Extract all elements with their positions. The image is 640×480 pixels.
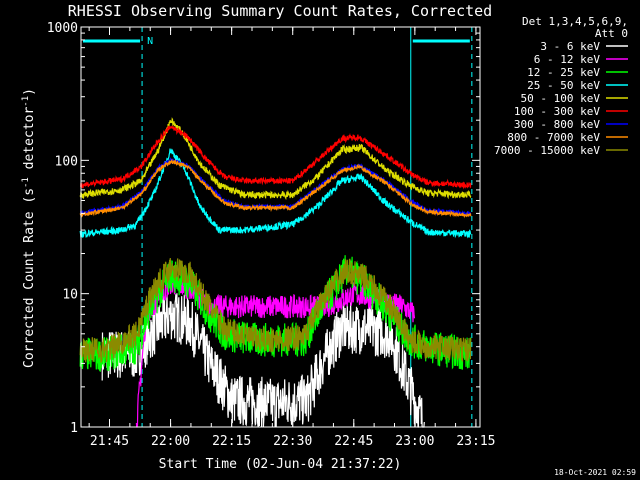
- y-tick-label: 10: [62, 288, 78, 303]
- y-axis-label: Corrected Count Rate (s-1 detector-1): [21, 88, 37, 368]
- chart-title: RHESSI Observing Summary Count Rates, Co…: [68, 2, 492, 20]
- series-line: [79, 257, 472, 364]
- x-tick-label: 21:45: [90, 434, 129, 449]
- legend-label: 3 - 6 keV: [540, 40, 600, 53]
- series-line: [79, 158, 472, 219]
- legend-label: 300 - 800 keV: [514, 118, 600, 131]
- series-line: [79, 148, 472, 239]
- x-tick-label: 22:15: [212, 434, 251, 449]
- x-tick-label: 23:15: [456, 434, 495, 449]
- y-tick-label: 1: [70, 421, 78, 436]
- legend-label: 100 - 300 keV: [514, 105, 600, 118]
- x-tick-label: 22:30: [273, 434, 312, 449]
- x-tick-label: 22:00: [151, 434, 190, 449]
- legend-label: 800 - 7000 keV: [507, 131, 600, 144]
- legend-header-attenuator: Att 0: [595, 27, 628, 40]
- plot-frame: [80, 26, 481, 428]
- timestamp: 18-Oct-2021 02:59: [554, 468, 636, 477]
- legend-label: 6 - 12 keV: [534, 53, 601, 66]
- series-line: [80, 125, 472, 190]
- axes: 21:45 22:00 22:15 22:30 22:45 23:00 23:15 1000 1…: [47, 21, 496, 449]
- night-marker-label: N: [147, 36, 153, 47]
- legend-label: 25 - 50 keV: [527, 79, 600, 92]
- x-axis-label: Start Time (02-Jun-04 21:37:22): [159, 457, 402, 472]
- y-tick-label: 1000: [47, 21, 78, 36]
- y-tick-label: 100: [55, 154, 78, 169]
- x-tick-label: 23:00: [395, 434, 434, 449]
- plot-area: N: [79, 27, 473, 428]
- legend-label: 50 - 100 keV: [521, 92, 601, 105]
- series-line: [79, 117, 472, 201]
- legend-label: 7000 - 15000 keV: [494, 144, 600, 157]
- x-tick-label: 22:45: [334, 434, 373, 449]
- legend-label: 12 - 25 keV: [527, 66, 600, 79]
- legend-header-detectors: Det 1,3,4,5,6,9,: [522, 15, 628, 28]
